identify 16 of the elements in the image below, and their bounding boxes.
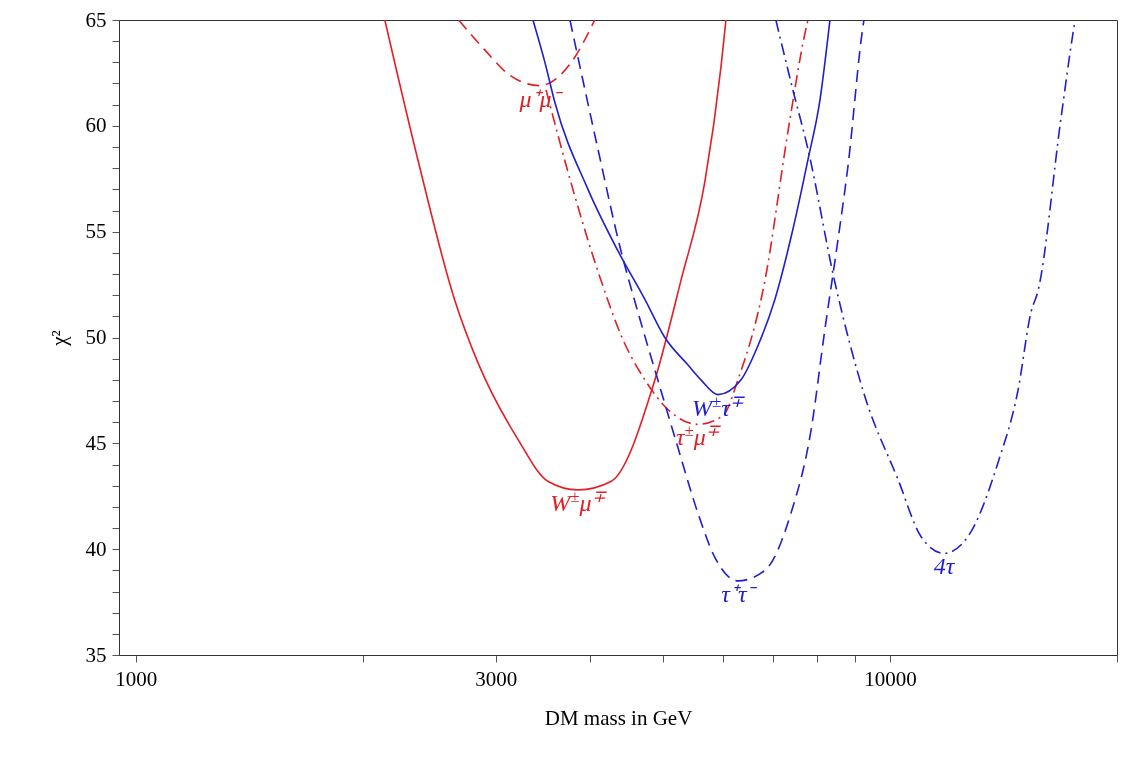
series-label: τ$^{±}$μ$^{∓}$	[676, 420, 721, 451]
x-tick-label: 1000	[115, 666, 158, 691]
x-axis-title: DM mass in GeV	[544, 705, 693, 730]
y-tick-label: 40	[85, 536, 107, 561]
series-label: W$^{±}$μ$^{∓}$	[550, 486, 607, 516]
series-label: 4τ	[933, 553, 956, 580]
x-tick-label: 3000	[475, 666, 518, 691]
y-tick-label: 50	[85, 325, 107, 349]
x-tick-label: 10000	[864, 666, 917, 691]
y-tick-label: 60	[85, 113, 107, 138]
y-tick-label: 55	[85, 219, 107, 244]
y-tick-label: 45	[85, 430, 107, 455]
y-tick-label: 35	[85, 642, 107, 667]
series-label: τ⁺τ⁻	[721, 580, 758, 607]
y-axis-title: χ²	[46, 330, 71, 347]
y-tick-label: 65	[85, 7, 107, 32]
